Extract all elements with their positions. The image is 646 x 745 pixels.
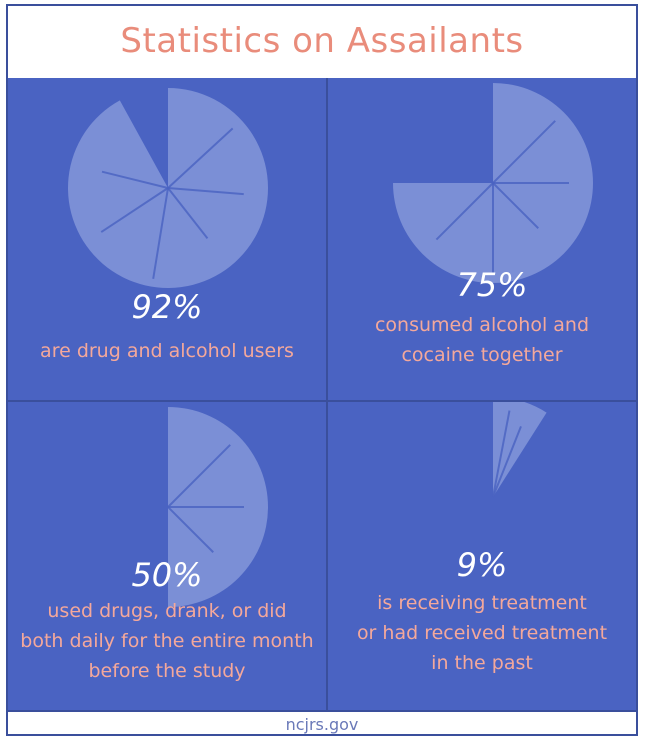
grid-divider-vertical: [326, 78, 328, 710]
stats-grid: 92% are drug and alcohol users 75% consu…: [8, 78, 636, 710]
pie-chart-50: [167, 407, 268, 607]
pie-slice: [493, 402, 547, 497]
stat-description-line: consumed alcohol and: [374, 314, 590, 336]
crack-line: [435, 182, 494, 241]
stat-description-line: or had received treatment: [356, 622, 608, 644]
stat-panel-daily-use: 50% used drugs, drank, or did both daily…: [8, 402, 326, 710]
crack-line: [167, 506, 214, 553]
stat-percent: 92%: [131, 288, 203, 326]
stat-description-line: both daily for the entire month: [20, 630, 314, 652]
crack-line: [167, 187, 209, 240]
crack-line: [152, 187, 169, 279]
crack-line: [167, 444, 231, 508]
crack-line: [492, 410, 511, 498]
pie-chart-92: [68, 88, 268, 288]
pie-chart-75: [393, 83, 593, 283]
infographic-frame: Statistics on Assailants 92% are drug an…: [6, 4, 638, 736]
crack-line: [492, 425, 522, 498]
pie-chart-9: [492, 402, 547, 498]
stat-description-line: before the study: [88, 660, 246, 682]
grid-divider-horizontal: [8, 400, 636, 402]
stat-description-line: is receiving treatment: [377, 592, 587, 614]
stat-percent: 75%: [456, 266, 528, 304]
stat-percent: 9%: [456, 546, 508, 584]
crack-line: [167, 187, 244, 196]
source-credit: ncjrs.gov: [8, 710, 636, 736]
crack-line: [167, 127, 234, 189]
stat-description: is receiving treatment or had received t…: [328, 588, 636, 678]
crack-line: [100, 187, 169, 233]
stat-description-line: cocaine together: [401, 344, 563, 366]
stat-panel-treatment: 9% is receiving treatment or had receive…: [328, 402, 636, 710]
stat-percent: 50%: [131, 556, 203, 594]
crack-line: [492, 120, 556, 184]
crack-line: [101, 170, 169, 189]
stat-description: are drug and alcohol users: [8, 336, 326, 366]
page-title: Statistics on Assailants: [120, 21, 524, 61]
stat-description: used drugs, drank, or did both daily for…: [8, 596, 326, 686]
stat-description-line: are drug and alcohol users: [40, 340, 294, 362]
stat-description-line: in the past: [431, 652, 533, 674]
stat-description-line: used drugs, drank, or did: [47, 600, 287, 622]
stat-panel-alcohol-cocaine: 75% consumed alcohol and cocaine togethe…: [328, 78, 636, 400]
crack-line: [492, 182, 539, 229]
stat-panel-drug-alcohol-users: 92% are drug and alcohol users: [8, 78, 326, 400]
stat-description: consumed alcohol and cocaine together: [328, 310, 636, 370]
